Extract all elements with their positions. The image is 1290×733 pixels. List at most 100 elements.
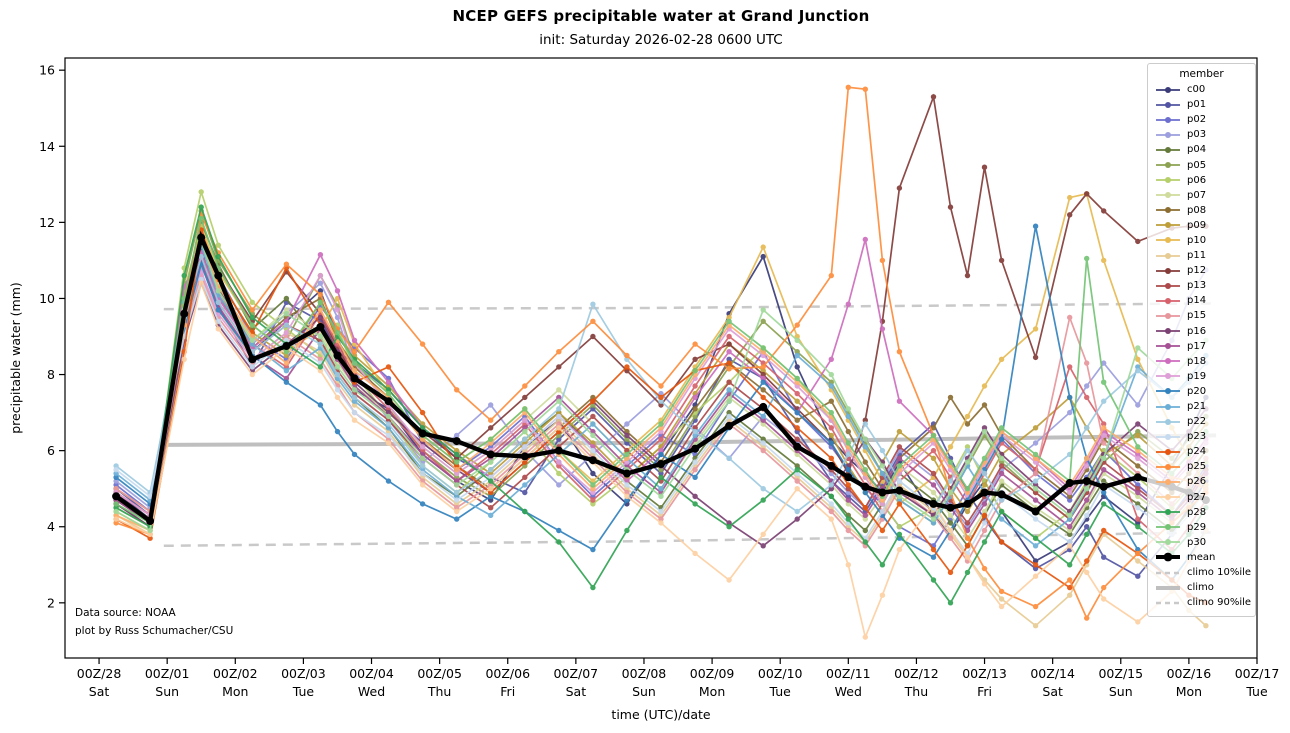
series-marker-p30 bbox=[1101, 455, 1107, 461]
legend-swatch-p14 bbox=[1156, 297, 1180, 304]
x-tick-label-14: 00Z/14 bbox=[1030, 666, 1075, 681]
series-marker-p20 bbox=[454, 516, 460, 522]
series-marker-p30 bbox=[334, 364, 341, 370]
series-marker-p27 bbox=[249, 371, 255, 378]
x-tick-weekday-13: Fri bbox=[977, 684, 992, 699]
series-marker-p23 bbox=[522, 444, 528, 450]
series-marker-p08 bbox=[1135, 463, 1141, 469]
series-marker-p09 bbox=[794, 398, 800, 404]
x-tick-label-16: 00Z/16 bbox=[1167, 666, 1212, 681]
legend-item-p11: p11 bbox=[1148, 248, 1255, 263]
series-marker-p02 bbox=[1067, 497, 1073, 503]
series-marker-p04 bbox=[947, 520, 954, 526]
series-marker-p23 bbox=[419, 470, 426, 477]
series-marker-p26 bbox=[488, 440, 494, 446]
series-marker-p28 bbox=[981, 539, 988, 545]
series-marker-p24 bbox=[845, 482, 851, 488]
legend: member c00 p01 p02 p03 p04 p05 p06 p07 p08 p09 p10… bbox=[1147, 63, 1256, 617]
series-marker-p30 bbox=[317, 333, 324, 340]
series-marker-p28 bbox=[385, 387, 392, 393]
series-marker-p09 bbox=[556, 409, 562, 416]
legend-label-p15: p15 bbox=[1187, 310, 1207, 322]
series-marker-p25 bbox=[624, 352, 630, 359]
legend-label-c00: c00 bbox=[1187, 84, 1206, 96]
mean-marker bbox=[282, 342, 291, 350]
series-marker-p28 bbox=[215, 253, 221, 260]
series-marker-p02 bbox=[1135, 482, 1141, 488]
series-marker-p01 bbox=[1032, 565, 1039, 572]
series-marker-p29 bbox=[726, 318, 732, 324]
series-marker-p12 bbox=[862, 417, 868, 423]
x-tick-label-5: 00Z/05 bbox=[417, 666, 462, 681]
series-marker-p26 bbox=[1135, 447, 1141, 454]
series-marker-p12 bbox=[964, 272, 971, 279]
series-marker-p21 bbox=[522, 482, 528, 488]
x-tick-weekday-8: Sun bbox=[632, 684, 656, 699]
series-marker-p08 bbox=[930, 425, 937, 431]
legend-swatch-p07 bbox=[1156, 192, 1180, 199]
series-marker-p29 bbox=[624, 451, 630, 458]
series-marker-p13 bbox=[930, 470, 937, 477]
series-marker-p14 bbox=[556, 463, 562, 469]
series-marker-p07 bbox=[930, 489, 937, 496]
series-marker-p27 bbox=[624, 493, 630, 499]
series-marker-p18 bbox=[334, 288, 341, 294]
series-marker-p20 bbox=[1101, 489, 1107, 496]
x-tick-label-10: 00Z/10 bbox=[758, 666, 803, 681]
series-marker-p28 bbox=[658, 474, 664, 480]
series-marker-p30 bbox=[113, 508, 119, 515]
legend-item-p22: p22 bbox=[1148, 414, 1255, 429]
series-marker-p08 bbox=[1067, 493, 1073, 499]
series-marker-p23 bbox=[624, 482, 630, 488]
series-marker-p27 bbox=[1135, 619, 1141, 625]
series-marker-p21 bbox=[658, 486, 664, 492]
series-marker-p10 bbox=[1101, 257, 1107, 264]
series-marker-p21 bbox=[760, 413, 766, 420]
mean-marker bbox=[878, 488, 887, 497]
series-marker-p22 bbox=[198, 253, 204, 260]
series-marker-p15 bbox=[1032, 470, 1039, 477]
series-marker-p22 bbox=[1135, 368, 1141, 374]
legend-swatch-c00 bbox=[1156, 86, 1180, 93]
series-marker-p27 bbox=[658, 520, 664, 526]
series-marker-p12 bbox=[658, 402, 664, 408]
series-marker-p25 bbox=[760, 364, 766, 370]
y-tick-label-1: 4 bbox=[47, 519, 55, 534]
mean-marker bbox=[316, 323, 325, 331]
series-marker-p11 bbox=[1135, 558, 1141, 564]
series-marker-p28 bbox=[1032, 535, 1039, 541]
series-marker-p06 bbox=[964, 444, 971, 450]
series-marker-p20 bbox=[113, 474, 119, 480]
y-tick-label-5: 12 bbox=[39, 215, 55, 230]
series-marker-p17 bbox=[556, 394, 562, 401]
series-marker-p27 bbox=[947, 527, 954, 534]
series-marker-p08 bbox=[692, 406, 698, 412]
series-marker-p23 bbox=[760, 440, 766, 446]
series-marker-p30 bbox=[896, 493, 903, 499]
legend-swatch-p30 bbox=[1156, 539, 1180, 546]
series-marker-p16 bbox=[624, 432, 630, 439]
series-marker-p10 bbox=[981, 383, 988, 389]
legend-swatch-p02 bbox=[1156, 116, 1180, 123]
series-marker-p10 bbox=[964, 413, 971, 420]
series-marker-p03 bbox=[1032, 440, 1039, 446]
series-marker-p18 bbox=[692, 394, 698, 401]
legend-swatch-p08 bbox=[1156, 207, 1180, 214]
series-marker-p21 bbox=[1135, 364, 1141, 370]
series-marker-p22 bbox=[658, 398, 664, 404]
series-marker-p25 bbox=[828, 272, 834, 279]
series-marker-p29 bbox=[334, 330, 341, 336]
x-tick-label-15: 00Z/15 bbox=[1098, 666, 1143, 681]
legend-item-p25: p25 bbox=[1148, 459, 1255, 474]
series-marker-p06 bbox=[215, 242, 221, 248]
mean-marker bbox=[844, 473, 853, 482]
series-marker-p23 bbox=[198, 276, 204, 283]
series-marker-p22 bbox=[828, 482, 834, 488]
series-marker-p20 bbox=[351, 451, 358, 458]
series-marker-p14 bbox=[726, 333, 732, 340]
series-marker-p23 bbox=[334, 387, 341, 393]
legend-item-p08: p08 bbox=[1148, 203, 1255, 218]
series-marker-p20 bbox=[624, 497, 630, 503]
series-marker-p30 bbox=[215, 288, 221, 294]
series-marker-p29 bbox=[692, 368, 698, 374]
